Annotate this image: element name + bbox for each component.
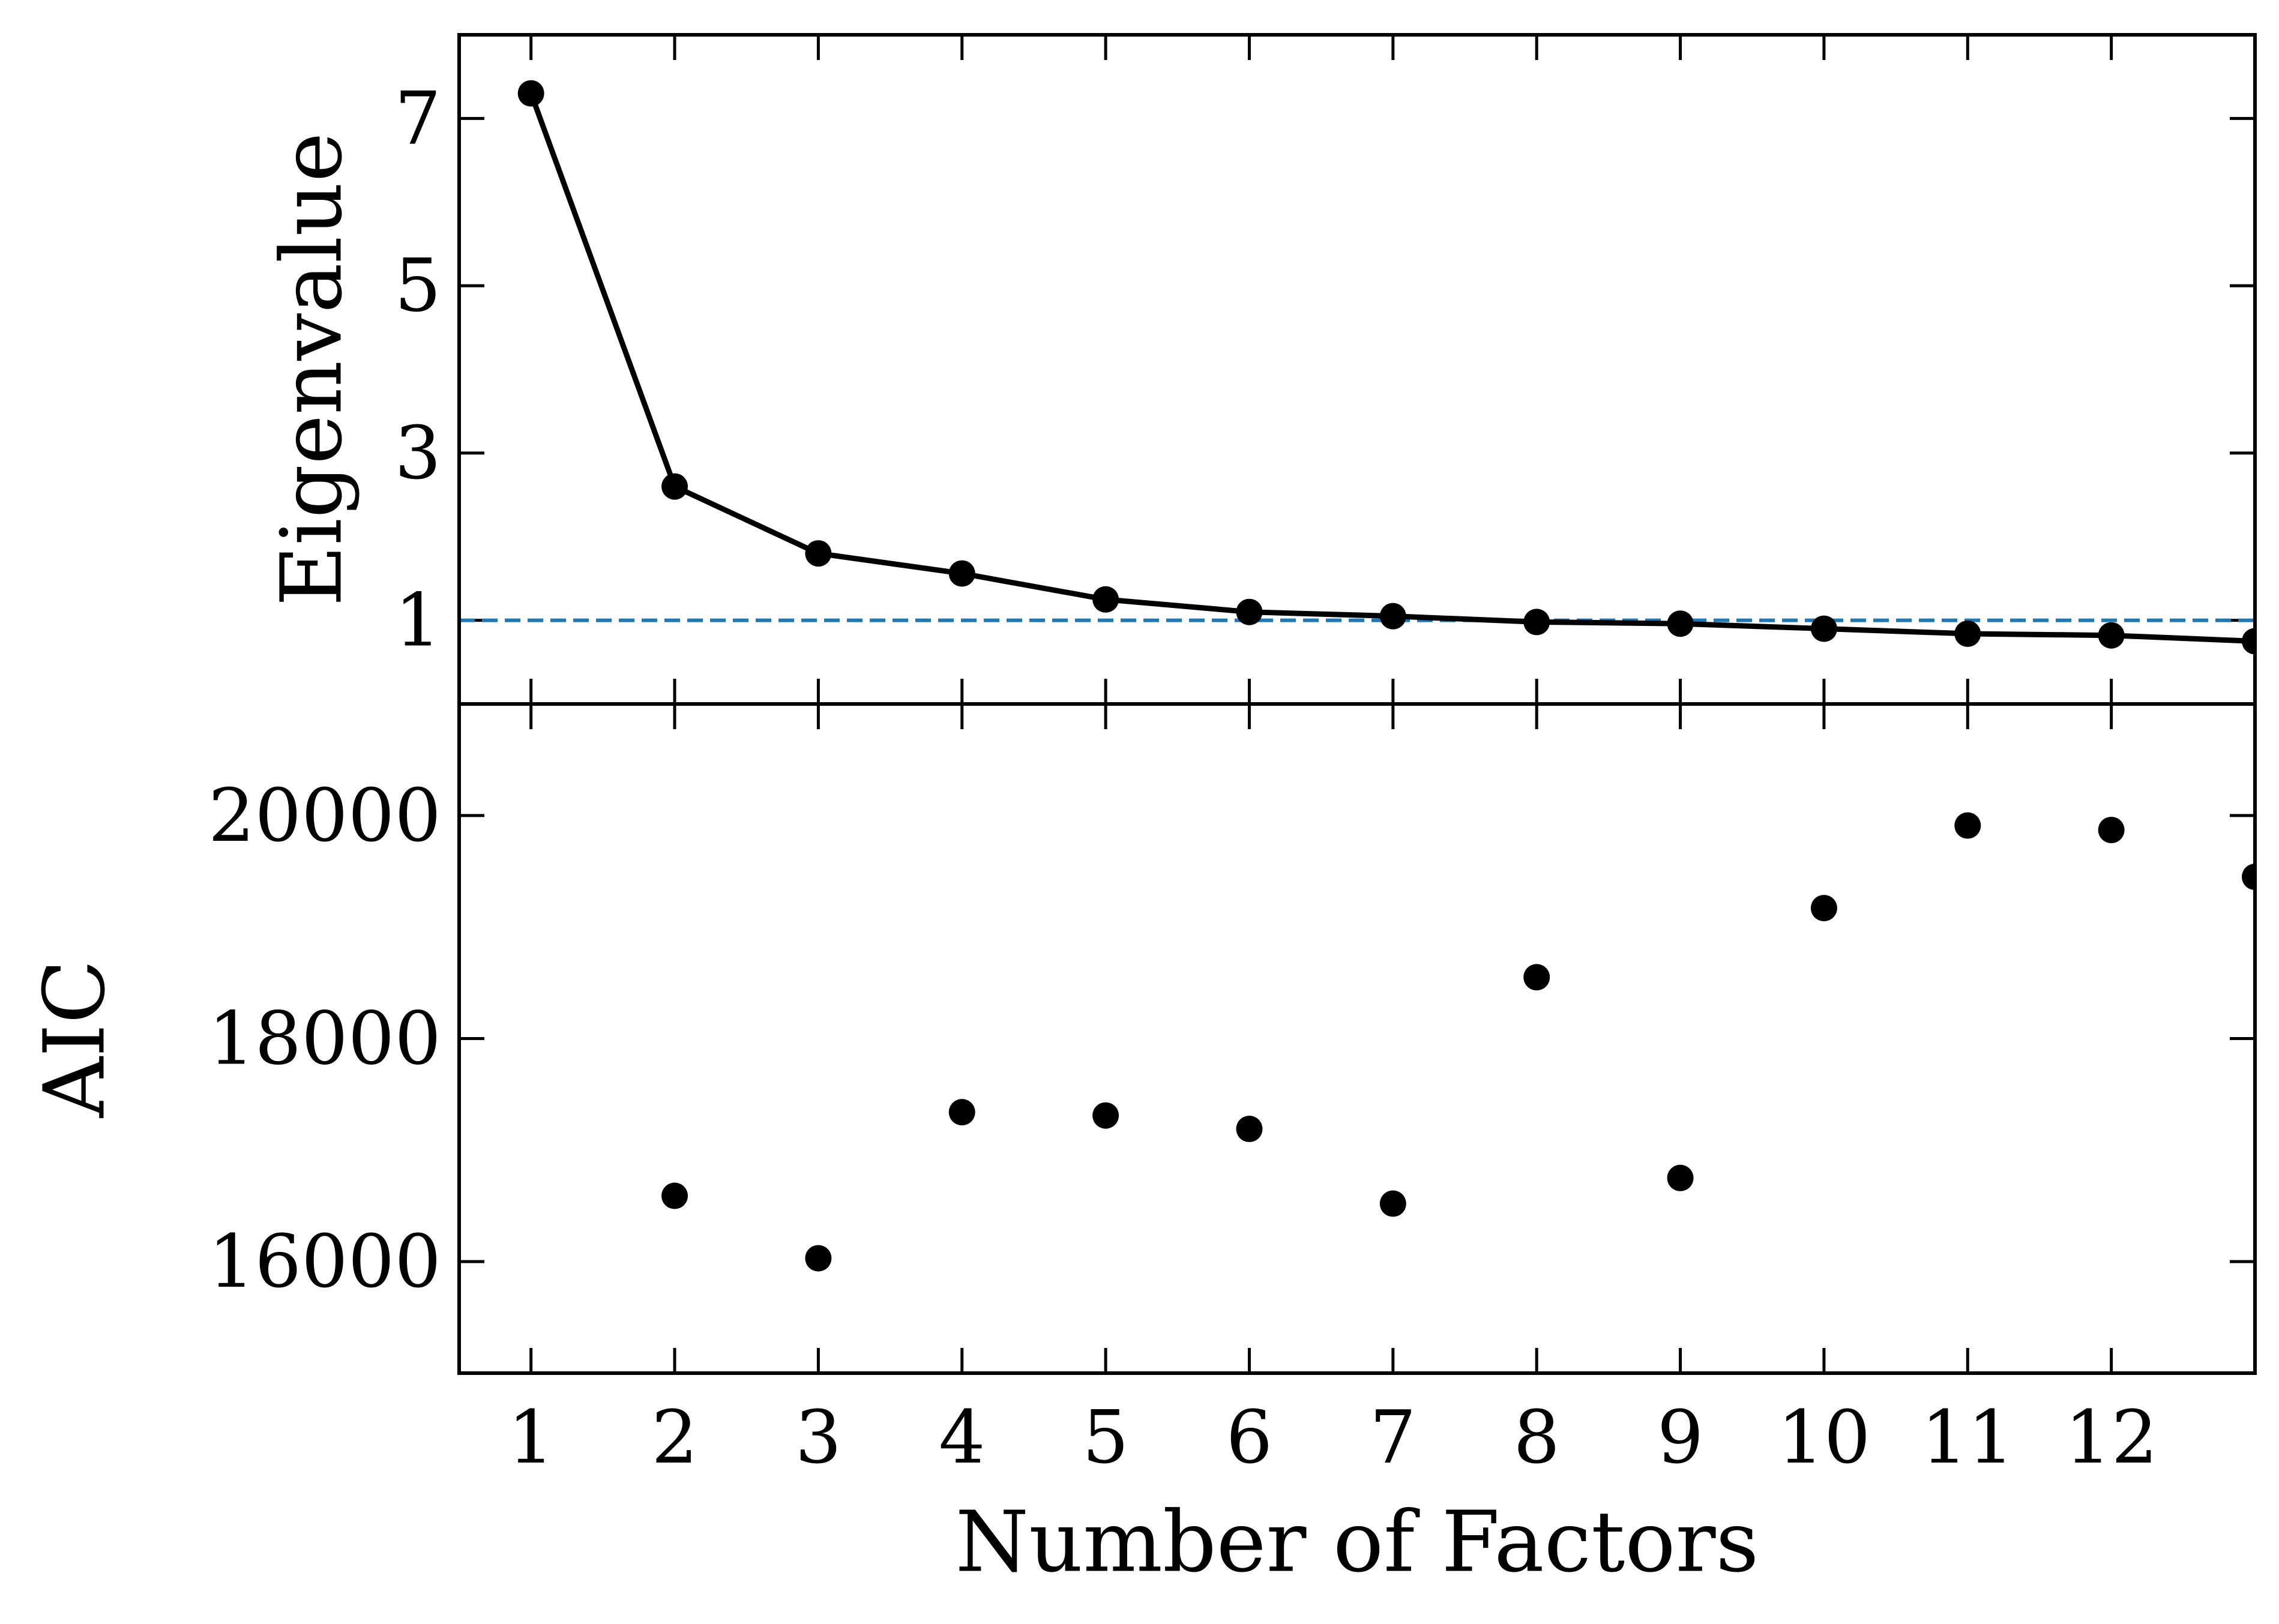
aic-point <box>1092 1102 1119 1129</box>
x-tick-label: 10 <box>1777 1395 1870 1480</box>
eigenvalue-series-line <box>528 92 2255 644</box>
x-tick-label: 2 <box>651 1395 698 1480</box>
y-tick-label: 1 <box>394 578 441 663</box>
eigenvalue-point <box>1667 610 1694 637</box>
aic-point <box>1379 1190 1406 1217</box>
aic-point <box>1954 812 1981 839</box>
eigenvalue-point <box>948 560 975 587</box>
eigenvalue-point <box>517 80 544 107</box>
x-tick-label: 7 <box>1370 1395 1416 1480</box>
aic-point <box>1667 1164 1694 1191</box>
eigenvalue-point <box>805 540 832 567</box>
y-tick-label: 3 <box>394 411 441 496</box>
y-axis-label: Eigenvalue <box>263 133 361 607</box>
eigenvalue-point <box>2098 622 2125 649</box>
y-tick-label: 18000 <box>208 996 441 1081</box>
eigenvalue-scree-plot: 1 3 5 7 Eigenvalue <box>263 33 2257 706</box>
x-tick-label: 8 <box>1513 1395 1560 1480</box>
eigenvalue-point <box>661 473 688 500</box>
x-tick-label: 9 <box>1657 1395 1704 1480</box>
y-tick-label: 5 <box>394 243 441 328</box>
aic-point <box>661 1182 688 1209</box>
x-tick-label: 5 <box>1082 1395 1129 1480</box>
eigenvalue-point <box>2242 628 2255 655</box>
y-tick-label: 20000 <box>208 773 441 858</box>
x-tick-label: 4 <box>939 1395 986 1480</box>
plot-frame <box>457 702 2257 1375</box>
aic-point <box>948 1099 975 1126</box>
aic-point <box>1523 964 1550 991</box>
eigenvalue-point <box>1954 620 1981 647</box>
x-tick-label: 12 <box>2065 1395 2158 1480</box>
aic-point <box>805 1245 832 1272</box>
y-tick-label: 16000 <box>208 1219 441 1304</box>
eigenvalue-point <box>1092 586 1119 613</box>
eigenvalue-point <box>1236 598 1263 625</box>
y-axis-label: AIC <box>26 960 124 1119</box>
eigenvalue-point <box>1810 615 1837 642</box>
plot-frame <box>457 33 2257 706</box>
y-tick-label: 7 <box>394 76 441 161</box>
aic-point <box>2242 864 2255 891</box>
eigenvalue-point <box>1379 603 1406 630</box>
x-axis-label: Number of Factors <box>956 1494 1759 1592</box>
aic-point <box>1236 1116 1263 1143</box>
x-tick-label: 1 <box>508 1395 555 1480</box>
aic-point <box>2098 816 2125 843</box>
eigenvalue-point <box>1523 609 1550 636</box>
x-tick-label: 6 <box>1226 1395 1273 1480</box>
x-tick-label: 3 <box>795 1395 842 1480</box>
aic-point <box>1810 895 1837 922</box>
x-tick-label: 11 <box>1921 1395 2014 1480</box>
